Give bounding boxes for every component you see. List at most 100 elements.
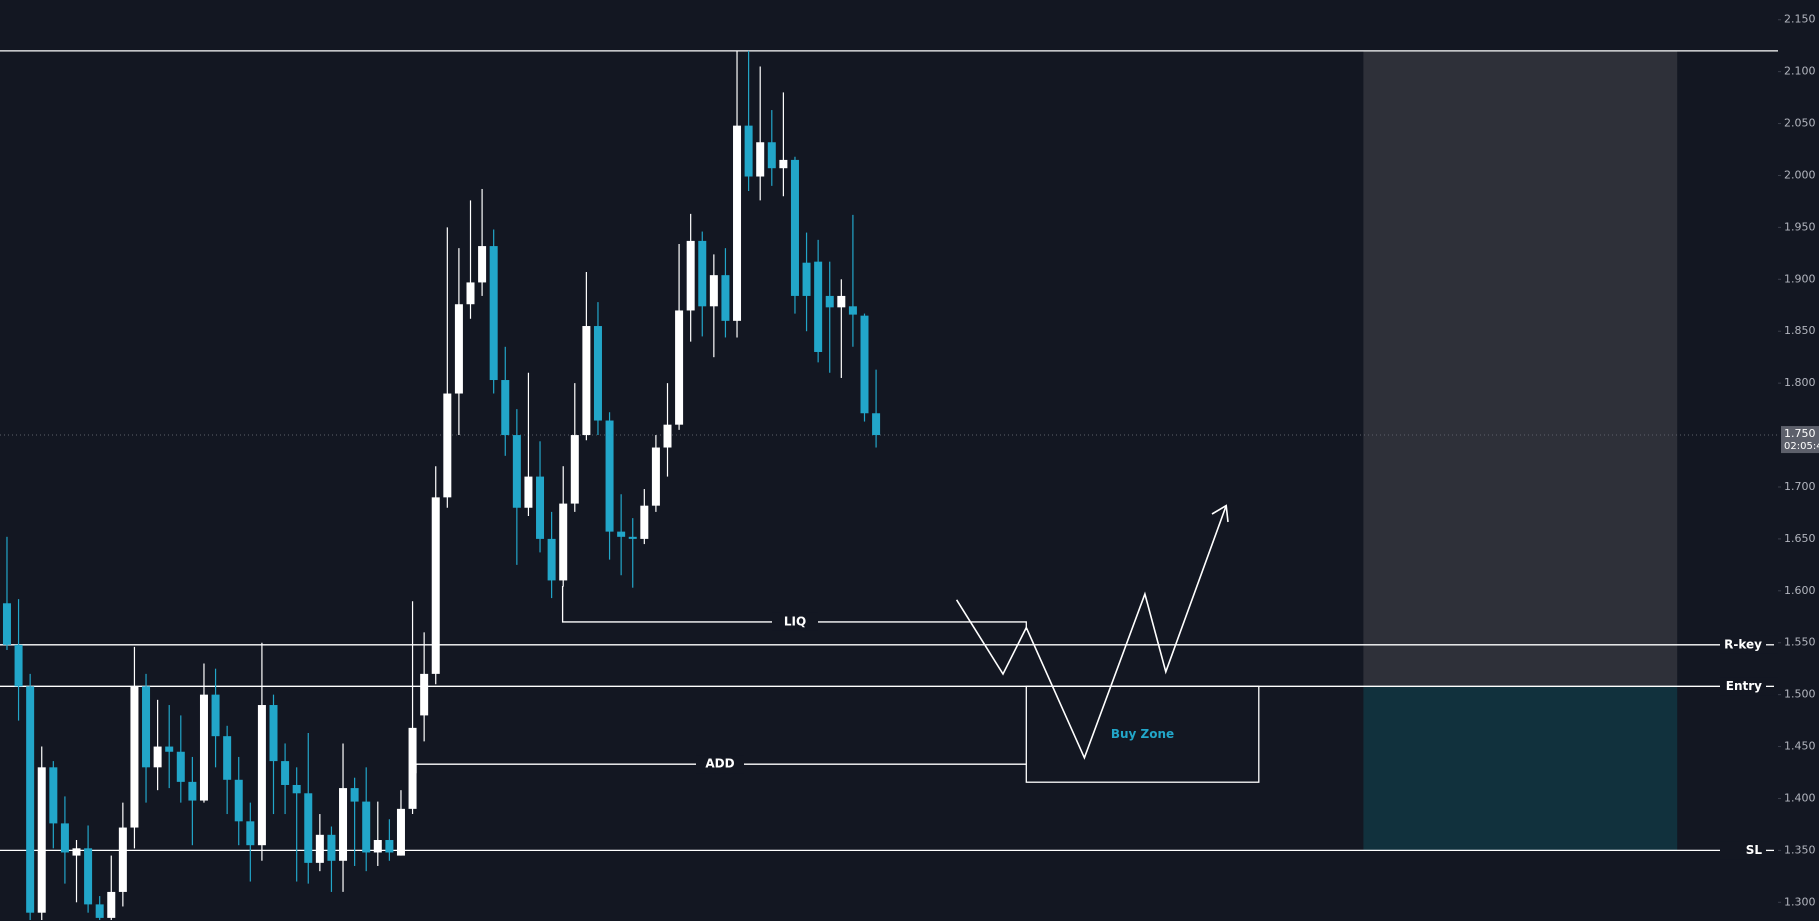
liq-label: LIQ <box>784 614 806 628</box>
y-tick-label: 1.450 <box>1784 740 1816 753</box>
candle-body <box>176 751 185 782</box>
projection-path <box>955 505 1227 760</box>
y-tick-label: 1.700 <box>1784 480 1816 493</box>
candle-body <box>489 246 498 381</box>
candle-body <box>593 326 602 421</box>
y-tick-label: 1.400 <box>1784 791 1816 804</box>
y-tick-label: 1.900 <box>1784 272 1816 285</box>
y-tick-label: 1.350 <box>1784 843 1816 856</box>
candle-body <box>709 275 718 307</box>
candle-body <box>837 295 846 308</box>
candle-body <box>165 746 174 752</box>
candle-body <box>396 808 405 856</box>
candle-body <box>385 840 394 853</box>
candle-body <box>848 306 857 315</box>
candle-body <box>431 497 440 674</box>
y-tick-label: 1.800 <box>1784 376 1816 389</box>
level-label: SL <box>1746 843 1763 857</box>
candle-body <box>559 503 568 581</box>
candle-body <box>84 848 93 905</box>
candle-body <box>802 262 811 296</box>
candle-body <box>478 246 487 283</box>
candle-body <box>49 767 58 824</box>
y-tick-label: 2.100 <box>1784 65 1816 78</box>
candle-body <box>339 788 348 861</box>
buy-zone-box <box>1025 685 1260 783</box>
y-tick-label: 1.500 <box>1784 688 1816 701</box>
y-tick-label: 1.550 <box>1784 636 1816 649</box>
y-tick-label: 2.000 <box>1784 168 1816 181</box>
candle-body <box>663 424 672 448</box>
candle-body <box>211 694 220 737</box>
candle-body <box>408 727 417 809</box>
candle-body <box>153 746 162 768</box>
y-tick-label: 1.950 <box>1784 220 1816 233</box>
candle-body <box>118 827 127 892</box>
buy-zone-label: Buy Zone <box>1111 727 1174 741</box>
candle-body <box>373 840 382 853</box>
candle-body <box>223 736 232 780</box>
candle-body <box>814 261 823 352</box>
candle-body <box>420 673 429 716</box>
y-tick-label: 1.650 <box>1784 532 1816 545</box>
candle-body <box>454 304 463 394</box>
candle-body <box>501 380 510 436</box>
candle-body <box>744 125 753 177</box>
y-tick-label: 1.600 <box>1784 584 1816 597</box>
candle-body <box>257 705 266 846</box>
candle-body <box>142 686 151 768</box>
candle-body <box>95 904 104 918</box>
candle-body <box>26 686 35 913</box>
candle-body <box>281 761 290 785</box>
candle-body <box>756 142 765 177</box>
candle-body <box>199 694 208 801</box>
candle-body <box>72 848 81 856</box>
candle-body <box>269 705 278 762</box>
countdown-label: 02:05:4 <box>1784 441 1819 452</box>
y-tick-label: 2.150 <box>1784 13 1816 26</box>
candle-body <box>14 644 23 687</box>
candle-body <box>2 603 11 645</box>
add-label: ADD <box>705 757 734 771</box>
candle-body <box>246 821 255 846</box>
candles <box>2 50 881 920</box>
candle-body <box>779 159 788 169</box>
candle-body <box>304 793 313 863</box>
candle-body <box>570 435 579 504</box>
add-label-bg <box>696 755 744 774</box>
candle-body <box>188 781 197 801</box>
candle-body <box>466 282 475 305</box>
candle-body <box>860 315 869 414</box>
level-label-bg <box>1720 841 1778 860</box>
liq-label-bg <box>772 612 818 631</box>
y-tick-label: 1.850 <box>1784 324 1816 337</box>
candle-body <box>547 538 556 581</box>
candle-body <box>767 142 776 169</box>
level-label: Entry <box>1726 679 1762 693</box>
level-label-bg <box>1720 677 1778 696</box>
candle-body <box>327 834 336 861</box>
candle-body <box>605 420 614 532</box>
candle-body <box>640 505 649 539</box>
candle-body <box>628 536 637 539</box>
candle-body <box>443 393 452 498</box>
candle-body <box>37 767 46 913</box>
candle-body <box>107 891 116 918</box>
candle-body <box>698 240 707 307</box>
candle-body <box>536 476 545 539</box>
candle-body <box>524 476 533 508</box>
candle-body <box>651 447 660 506</box>
candle-body <box>675 310 684 425</box>
candle-body <box>872 413 881 436</box>
candle-body <box>292 784 301 794</box>
add-line <box>415 763 1027 774</box>
candle-body <box>825 295 834 308</box>
candle-body <box>790 159 799 296</box>
y-tick-label: 1.300 <box>1784 895 1816 908</box>
level-label-bg <box>1720 635 1778 654</box>
projection-arrowhead <box>1211 504 1229 523</box>
y-tick-label: 2.050 <box>1784 117 1816 130</box>
candle-body <box>733 125 742 321</box>
target-zone <box>1363 50 1678 687</box>
